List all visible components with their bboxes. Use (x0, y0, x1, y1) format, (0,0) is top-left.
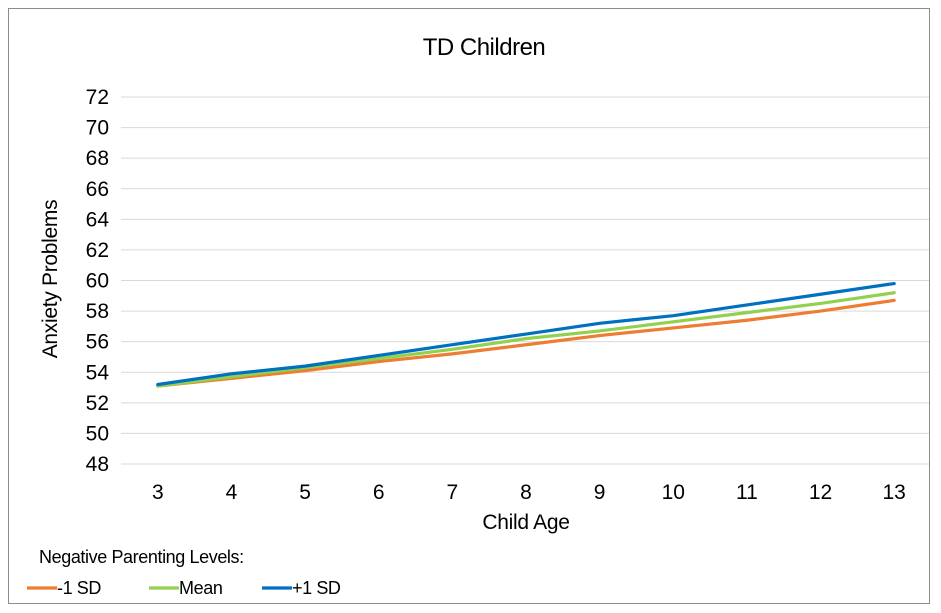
x-tick-label: 11 (736, 481, 758, 504)
legend-title: Negative Parenting Levels: (39, 547, 244, 567)
chart-title: TD Children (423, 34, 546, 61)
y-tick-label: 72 (86, 86, 109, 109)
x-tick-label: 9 (594, 481, 606, 504)
series-line-1-sd (156, 298, 896, 388)
x-axis-title: Child Age (482, 511, 569, 534)
y-tick-labels: 48 50 52 54 56 58 60 62 64 66 68 70 72 (86, 86, 110, 476)
y-tick-label: 54 (86, 361, 110, 384)
y-tick-label: 60 (86, 270, 109, 293)
x-tick-label: 10 (662, 481, 685, 504)
legend-label: +1 SD (292, 578, 341, 598)
legend: -1 SD Mean +1 SD (27, 578, 341, 598)
chart-frame: 48 50 52 54 56 58 60 62 64 66 68 70 72 3 4 5 6 7 8 9 10 11 12… (8, 8, 930, 604)
y-tick-label: 70 (86, 117, 109, 140)
y-tick-label: 52 (86, 392, 109, 415)
x-tick-label: 8 (520, 481, 532, 504)
x-tick-label: 12 (809, 481, 832, 504)
y-tick-label: 68 (86, 147, 109, 170)
legend-label: -1 SD (57, 578, 101, 598)
series-line-mean (156, 291, 896, 388)
y-tick-label: 66 (86, 178, 109, 201)
x-tick-label: 5 (299, 481, 311, 504)
y-tick-label: 50 (86, 422, 109, 445)
series-line-1-sd (156, 281, 896, 387)
y-tick-label: 48 (86, 453, 109, 476)
y-tick-label: 56 (86, 331, 109, 354)
x-tick-label: 7 (447, 481, 459, 504)
gridlines (121, 96, 929, 465)
x-tick-label: 13 (883, 481, 906, 504)
x-tick-label: 3 (152, 481, 164, 504)
legend-label: Mean (179, 578, 222, 598)
y-tick-label: 64 (86, 208, 110, 231)
y-tick-label: 58 (86, 300, 109, 323)
x-tick-label: 6 (373, 481, 385, 504)
y-tick-label: 62 (86, 239, 109, 262)
y-axis-title: Anxiety Problems (39, 200, 62, 359)
x-tick-labels: 3 4 5 6 7 8 9 10 11 12 13 (152, 481, 906, 504)
x-tick-label: 4 (226, 481, 238, 504)
series-lines (156, 281, 896, 388)
